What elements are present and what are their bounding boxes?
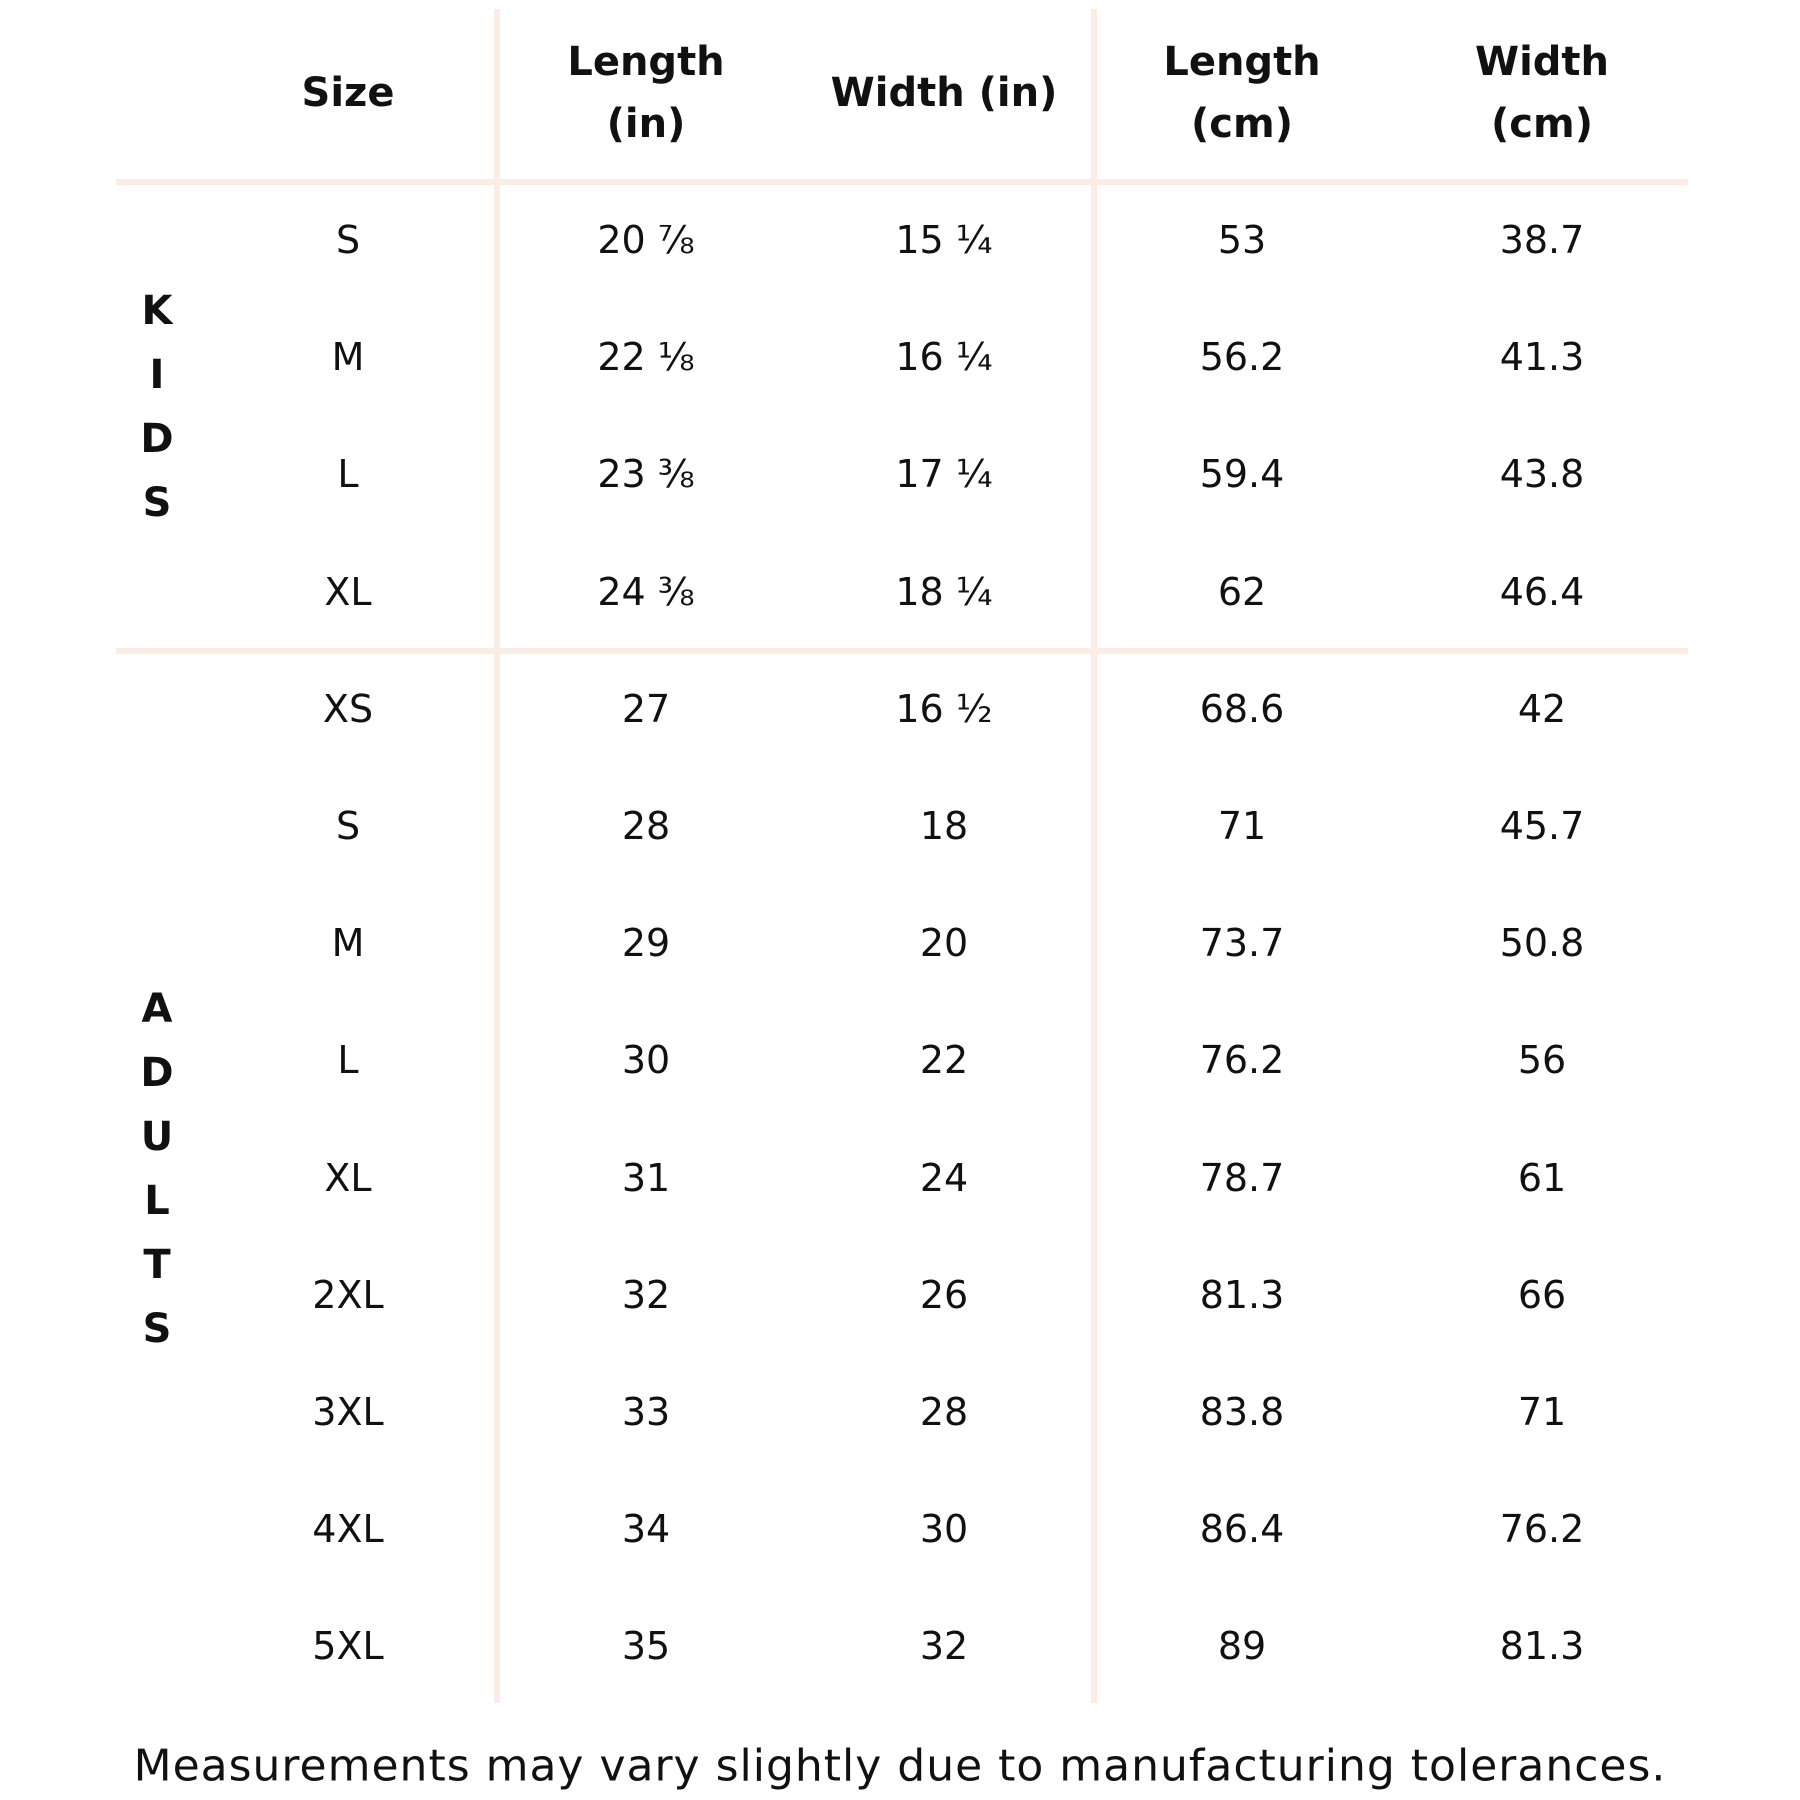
column-header: Width (cm)	[1474, 39, 1610, 147]
footnote: Measurements may vary slightly due to ma…	[133, 1740, 1667, 1792]
column-rule	[494, 9, 500, 1703]
group-label: KIDS	[134, 287, 180, 544]
size-cell: XS	[322, 686, 374, 731]
size-cell: 3XL	[312, 1390, 384, 1434]
width-in-cell: 15 ¼	[895, 218, 993, 262]
size-cell: M	[331, 921, 365, 966]
width-cm-cell: 66	[1517, 1272, 1567, 1317]
width-in-cell: 17 ¼	[895, 452, 993, 497]
width-in-cell: 22	[919, 1038, 969, 1083]
width-in-cell: 30	[919, 1507, 969, 1552]
length-in-cell: 34	[621, 1507, 671, 1552]
width-in-cell: 26	[919, 1272, 969, 1317]
length-in-cell: 27	[621, 686, 671, 731]
size-cell: XL	[324, 1155, 372, 1200]
length-in-cell: 35	[621, 1624, 671, 1669]
width-cm-cell: 76.2	[1499, 1507, 1585, 1552]
width-in-cell: 24	[919, 1155, 969, 1200]
width-cm-cell: 71	[1517, 1390, 1567, 1434]
length-in-cell: 29	[621, 921, 671, 966]
column-header: Size	[301, 70, 395, 116]
length-cm-cell: 68.6	[1199, 686, 1285, 731]
size-cell: L	[337, 452, 359, 497]
column-header: Width (in)	[830, 70, 1058, 116]
width-cm-cell: 46.4	[1499, 569, 1585, 614]
length-in-cell: 32	[621, 1272, 671, 1317]
length-cm-cell: 62	[1217, 569, 1267, 614]
length-cm-cell: 78.7	[1199, 1155, 1285, 1200]
width-cm-cell: 38.7	[1499, 218, 1585, 262]
column-rule	[1091, 9, 1097, 1703]
width-cm-cell: 41.3	[1499, 335, 1585, 380]
width-cm-cell: 43.8	[1499, 452, 1585, 497]
length-in-cell: 28	[621, 804, 671, 848]
length-in-cell: 22 ⅛	[597, 335, 695, 380]
size-cell: L	[337, 1038, 359, 1083]
width-cm-cell: 42	[1517, 686, 1567, 731]
length-cm-cell: 86.4	[1199, 1507, 1285, 1552]
column-header: Length (in)	[567, 39, 725, 147]
column-header: Length (cm)	[1163, 39, 1321, 147]
width-in-cell: 16 ¼	[895, 335, 993, 380]
width-cm-cell: 56	[1517, 1038, 1567, 1083]
length-in-cell: 33	[621, 1390, 671, 1434]
size-cell: 5XL	[312, 1624, 384, 1669]
size-cell: 2XL	[312, 1272, 384, 1317]
size-cell: XL	[324, 569, 372, 614]
width-in-cell: 16 ½	[895, 686, 993, 731]
length-cm-cell: 53	[1217, 218, 1267, 262]
group-rule	[116, 648, 1688, 654]
width-cm-cell: 50.8	[1499, 921, 1585, 966]
length-in-cell: 20 ⅞	[597, 218, 695, 262]
width-in-cell: 28	[919, 1390, 969, 1434]
length-cm-cell: 76.2	[1199, 1038, 1285, 1083]
width-in-cell: 32	[919, 1624, 969, 1669]
size-cell: S	[335, 218, 361, 262]
width-cm-cell: 81.3	[1499, 1624, 1585, 1669]
length-cm-cell: 56.2	[1199, 335, 1285, 380]
size-cell: S	[335, 804, 361, 848]
width-in-cell: 18	[919, 804, 969, 848]
length-cm-cell: 81.3	[1199, 1272, 1285, 1317]
width-cm-cell: 61	[1517, 1155, 1567, 1200]
length-cm-cell: 89	[1217, 1624, 1267, 1669]
width-cm-cell: 45.7	[1499, 804, 1585, 848]
length-in-cell: 30	[621, 1038, 671, 1083]
length-cm-cell: 59.4	[1199, 452, 1285, 497]
length-in-cell: 31	[621, 1155, 671, 1200]
length-cm-cell: 71	[1217, 804, 1267, 848]
width-in-cell: 20	[919, 921, 969, 966]
length-in-cell: 24 ⅜	[597, 569, 695, 614]
size-cell: 4XL	[312, 1507, 384, 1552]
length-cm-cell: 73.7	[1199, 921, 1285, 966]
header-rule	[116, 179, 1688, 185]
length-in-cell: 23 ⅜	[597, 452, 695, 497]
length-cm-cell: 83.8	[1199, 1390, 1285, 1434]
width-in-cell: 18 ¼	[895, 569, 993, 614]
group-label: ADULTS	[134, 985, 180, 1370]
size-cell: M	[331, 335, 365, 380]
